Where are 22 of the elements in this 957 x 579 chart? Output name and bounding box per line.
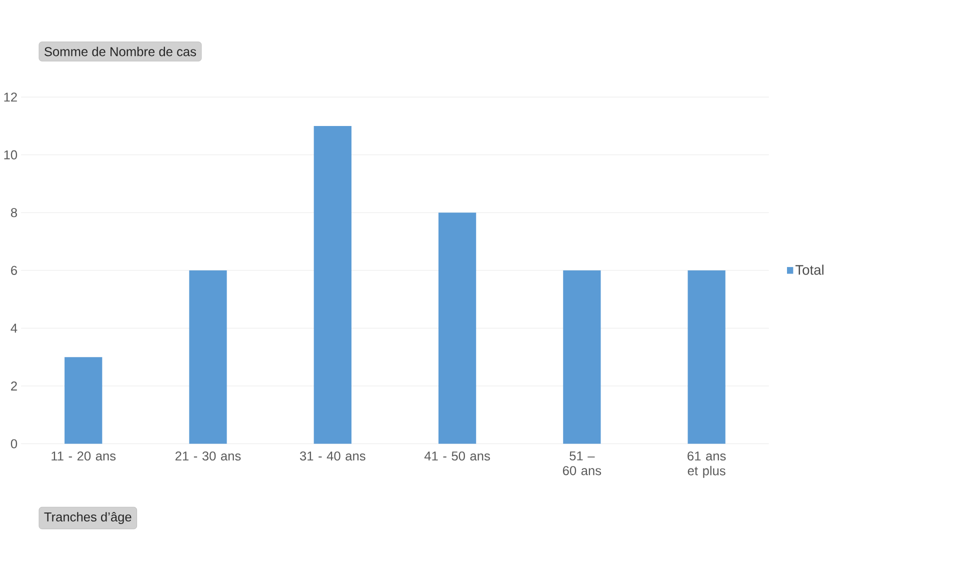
y-tick-label: 4 [10,324,18,332]
bar [438,212,476,444]
y-tick-label: 8 [10,208,17,217]
y-tick-label: 10 [4,150,18,160]
x-tick-label: 61 ans et plus [688,451,726,478]
bar [189,270,227,444]
y-axis-title: Somme de Nombre de cas [44,46,196,56]
y-tick-label: 0 [10,438,18,448]
bar [314,126,352,444]
x-tick-label: 41 - 50 ans [424,451,490,460]
y-tick-label: 6 [11,266,17,275]
y-tick-label: 12 [4,92,17,102]
y-tick-label: 2 [11,381,17,390]
bar [64,356,102,444]
bar [688,270,726,444]
x-tick-label: 31 - 40 ans [300,451,366,460]
bar [563,270,601,444]
x-tick-label: 51 – 60 ans [562,451,602,475]
legend-label: Total [795,264,824,275]
x-axis-title: Tranches d’âge [44,512,132,524]
x-tick-label: 21 - 30 ans [175,451,241,460]
x-tick-label: 11 - 20 ans [52,451,116,460]
